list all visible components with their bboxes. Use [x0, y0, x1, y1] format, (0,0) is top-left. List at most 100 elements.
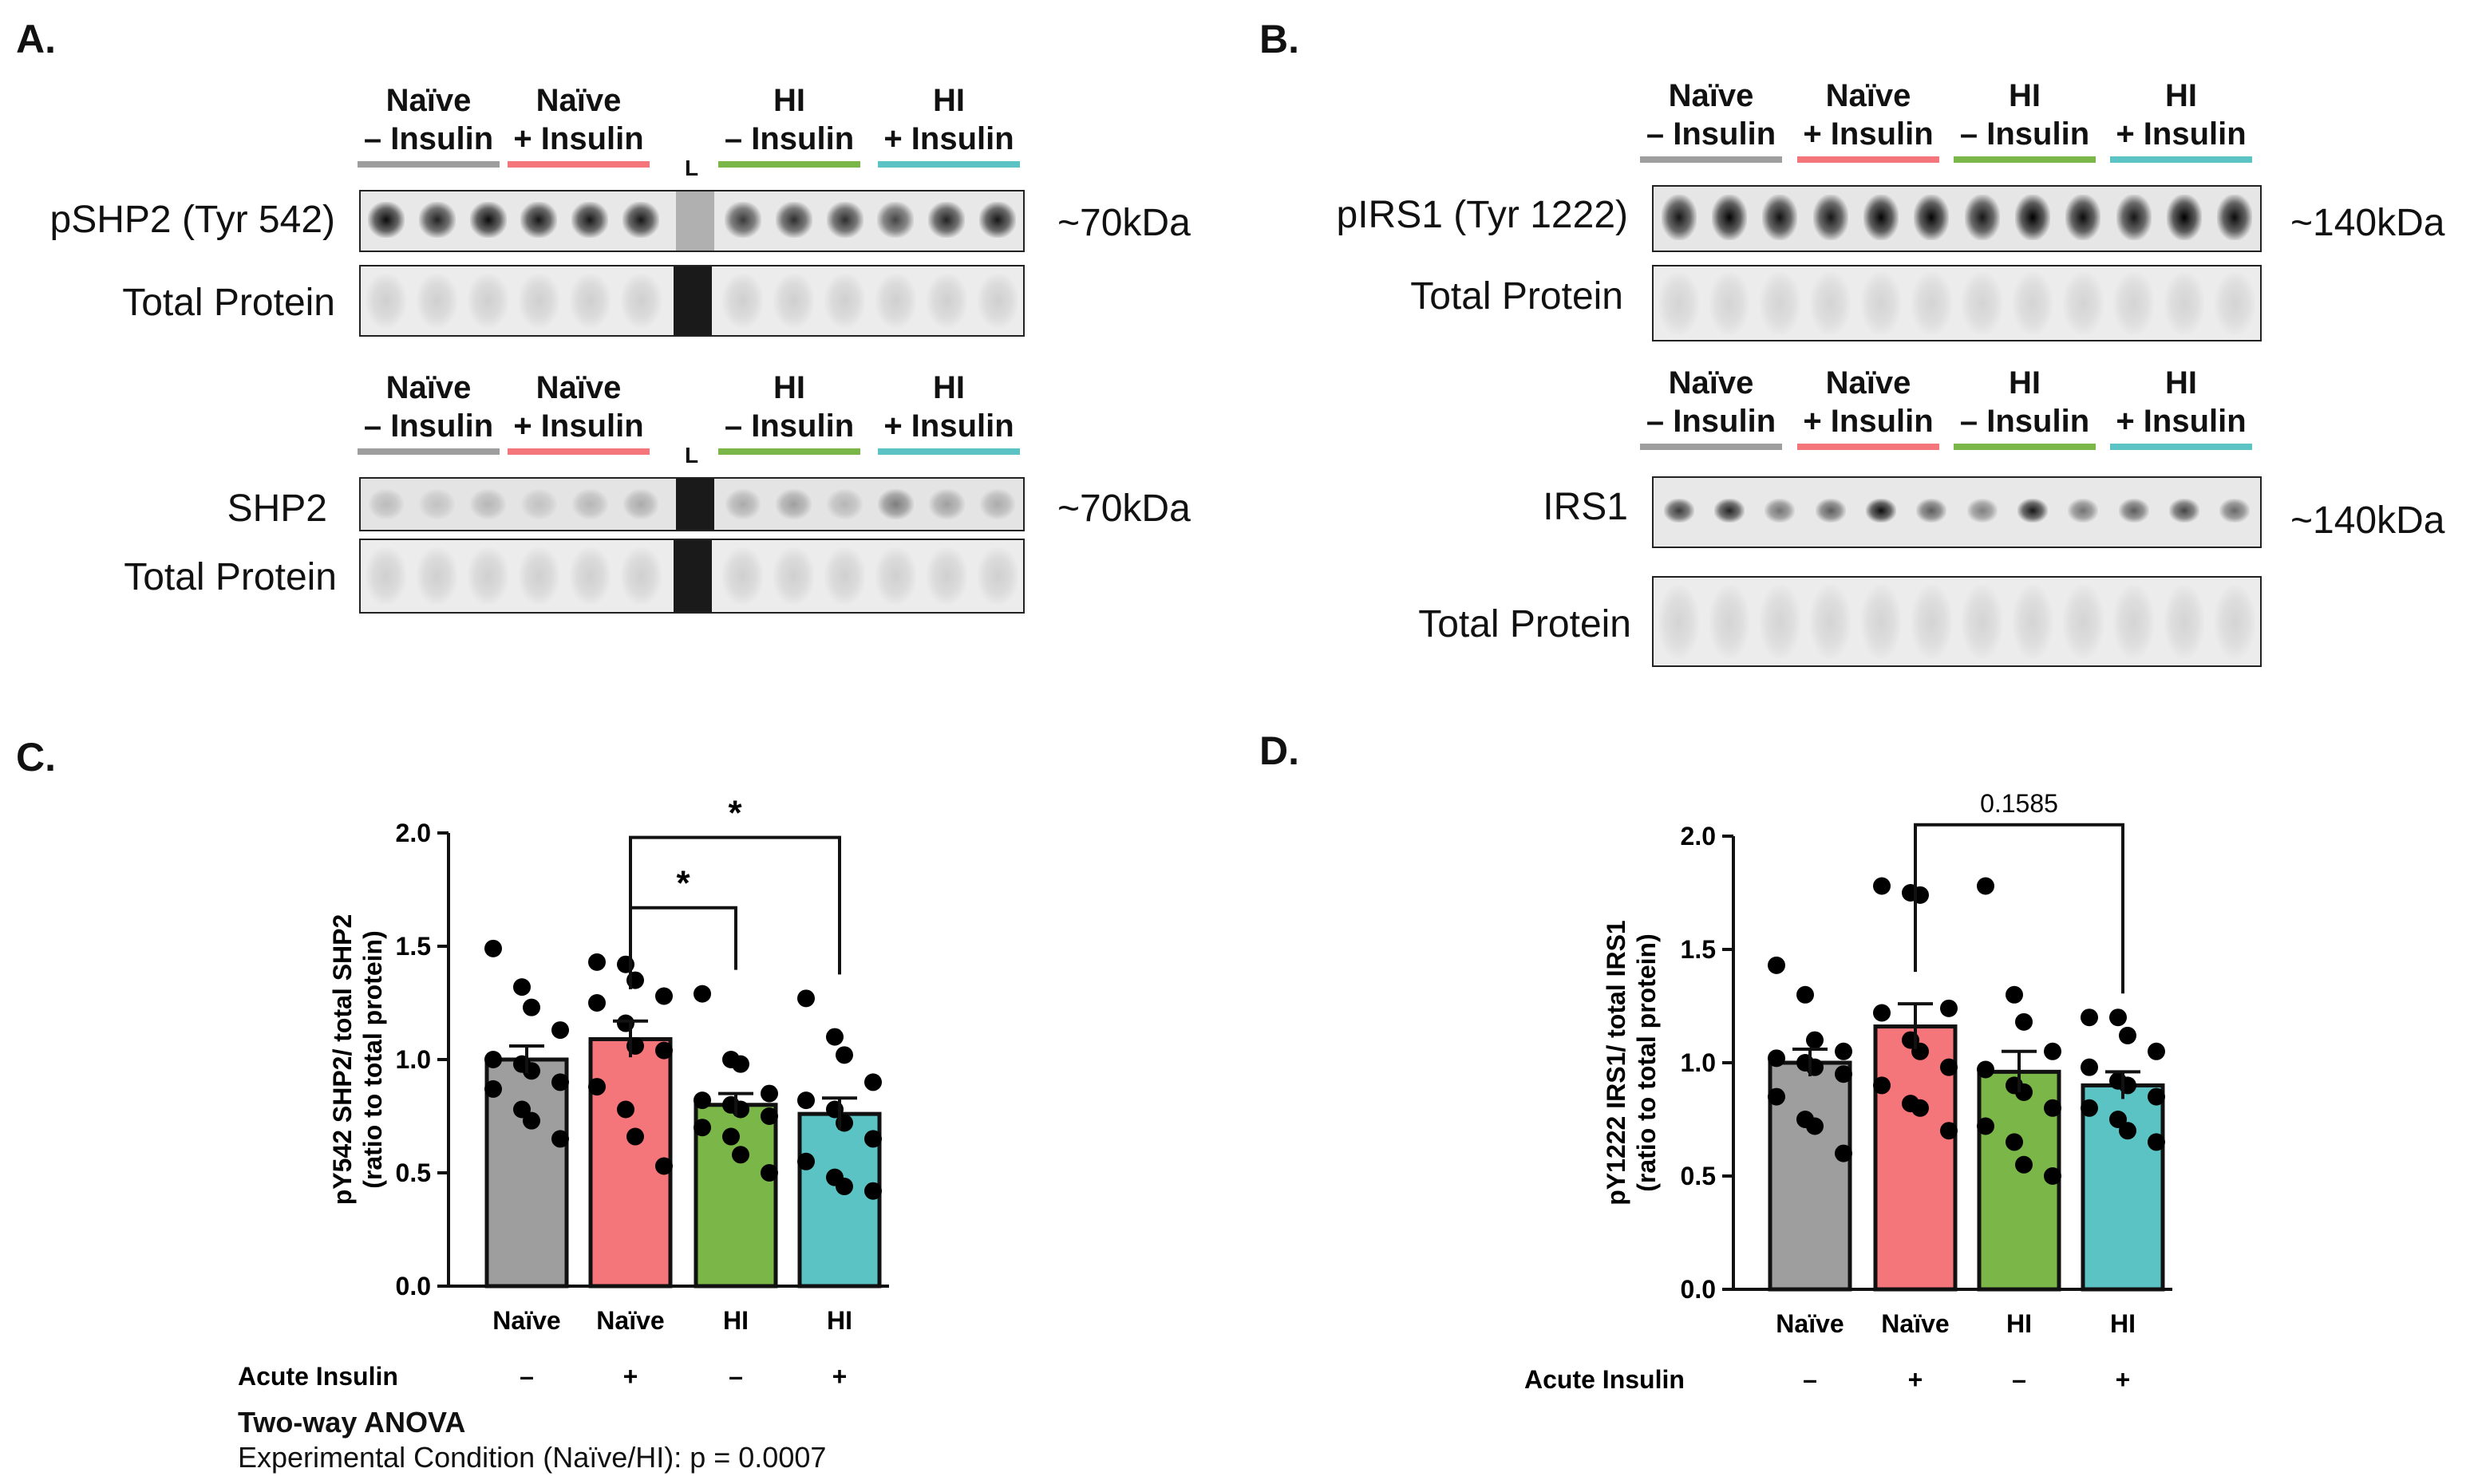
y-tick-label: 1.0	[1681, 1048, 1716, 1077]
lane-group-condition: HI	[933, 83, 965, 118]
blot-band	[824, 273, 866, 329]
blot-band	[928, 202, 966, 238]
data-point	[864, 1182, 882, 1200]
data-point	[864, 1130, 882, 1148]
data-point	[1940, 1122, 1958, 1140]
data-point	[2148, 1087, 2165, 1106]
lane-group-header: HI – Insulin	[718, 81, 860, 168]
total-protein-label: Total Protein	[122, 282, 335, 324]
blot-band	[773, 547, 815, 605]
blot-band	[1962, 584, 2002, 660]
blot-band	[1812, 194, 1848, 241]
blot-band	[977, 547, 1018, 605]
blot-band	[877, 202, 915, 238]
lane-group-treatment: + Insulin	[883, 121, 1014, 156]
blot-band	[620, 547, 662, 605]
y-tick-label: 2.0	[396, 819, 431, 847]
y-axis-title: pY542 SHP2/ total SHP2(ratio to total pr…	[328, 914, 387, 1206]
lane-group-header: Naïve – Insulin	[358, 369, 500, 455]
data-point	[2044, 1099, 2061, 1117]
data-point	[617, 1100, 634, 1119]
lane-group-header: HI – Insulin	[718, 369, 860, 455]
data-point	[523, 1111, 540, 1130]
data-point	[1977, 1117, 1994, 1135]
x-tick-label: HI	[2110, 1309, 2136, 1338]
blot-band	[2063, 272, 2104, 335]
lane-group-color-bar	[1640, 156, 1782, 163]
data-point	[551, 1021, 569, 1040]
lane-group-header: Naïve + Insulin	[1797, 77, 1939, 163]
blot-band	[1714, 498, 1745, 523]
blot-band	[1860, 584, 1902, 660]
lane-group-color-bar	[508, 161, 650, 168]
lane-group-color-bar	[1954, 444, 2096, 450]
blot-band	[1663, 498, 1694, 523]
blot-band	[2219, 498, 2251, 523]
blot-band	[878, 488, 914, 520]
blot-band	[1810, 584, 1851, 660]
blot-band	[2215, 272, 2255, 335]
blot-band	[368, 488, 405, 520]
data-point	[732, 1055, 749, 1073]
western-blot-total-protein	[1652, 265, 2262, 341]
bar-chart-pirs1: 0.0 0.5 1.0 1.5 2.0 pY1222 IRS1/ total IRS1(r…	[1524, 789, 2172, 1394]
lane-group-color-bar	[2110, 444, 2252, 450]
blot-band	[827, 488, 863, 520]
kda-label: ~140kDa	[2290, 202, 2445, 244]
blot-band	[571, 488, 608, 520]
panel-a-label: A.	[16, 17, 56, 61]
acute-insulin-value: +	[2116, 1365, 2131, 1394]
total-protein-label: Total Protein	[124, 556, 337, 598]
blot-band	[776, 488, 812, 520]
data-point	[2119, 1122, 2136, 1140]
lane-group-condition: HI	[2165, 365, 2197, 401]
data-point	[826, 1028, 844, 1046]
blot-band	[724, 202, 761, 238]
blot-band	[521, 488, 557, 520]
western-blot-shp2	[359, 477, 1025, 531]
data-point	[1977, 877, 1994, 895]
lane-group-header: HI + Insulin	[2110, 364, 2252, 450]
lane-group-treatment: + Insulin	[1803, 116, 1934, 152]
lane-group-treatment: + Insulin	[2116, 116, 2247, 152]
data-point	[1768, 1049, 1785, 1068]
blot-band	[518, 547, 559, 605]
blot-band	[1658, 584, 1699, 660]
blot-band	[2113, 584, 2154, 660]
blot-band	[1866, 498, 1896, 523]
data-point	[1806, 1031, 1824, 1049]
lane-group-treatment: – Insulin	[724, 408, 855, 444]
blot-band	[1863, 194, 1899, 241]
blot-band	[926, 273, 967, 329]
y-axis-title: pY1222 IRS1/ total IRS1(ratio to total p…	[1602, 920, 1661, 1205]
lane-group-header: Naïve + Insulin	[508, 81, 650, 168]
blot-label-pshp2: pSHP2 (Tyr 542)	[49, 199, 335, 241]
blot-band	[1911, 272, 1952, 335]
acute-insulin-value: +	[832, 1362, 848, 1391]
lane-group-condition: Naïve	[1668, 78, 1754, 113]
panel-d-label: D.	[1259, 728, 1299, 773]
significance-bracket	[629, 835, 841, 989]
lane-group-color-bar	[718, 448, 860, 455]
blot-band	[470, 488, 506, 520]
lane-group-treatment: + Insulin	[883, 408, 1014, 444]
blot-band	[1916, 498, 1947, 523]
data-point	[626, 1127, 644, 1146]
acute-insulin-value: –	[2012, 1365, 2026, 1394]
significance-label: 0.1585	[1980, 789, 2058, 818]
lane-group-condition: HI	[933, 370, 965, 405]
lane-group-condition: HI	[773, 370, 805, 405]
blot-band	[979, 202, 1017, 238]
lane-group-treatment: – Insulin	[724, 121, 855, 156]
significance-bracket	[629, 906, 737, 989]
lane-group-color-bar	[1640, 444, 1782, 450]
data-point	[551, 1130, 569, 1148]
blot-label-shp2: SHP2	[227, 487, 327, 530]
y-tick-label: 1.0	[396, 1045, 431, 1074]
lane-group-header: Naïve – Insulin	[1640, 77, 1782, 163]
western-blot-irs1	[1652, 476, 2262, 548]
blot-band	[1711, 194, 1748, 241]
blot-band	[1709, 272, 1750, 335]
data-point	[1796, 985, 1814, 1004]
blot-band	[875, 547, 916, 605]
